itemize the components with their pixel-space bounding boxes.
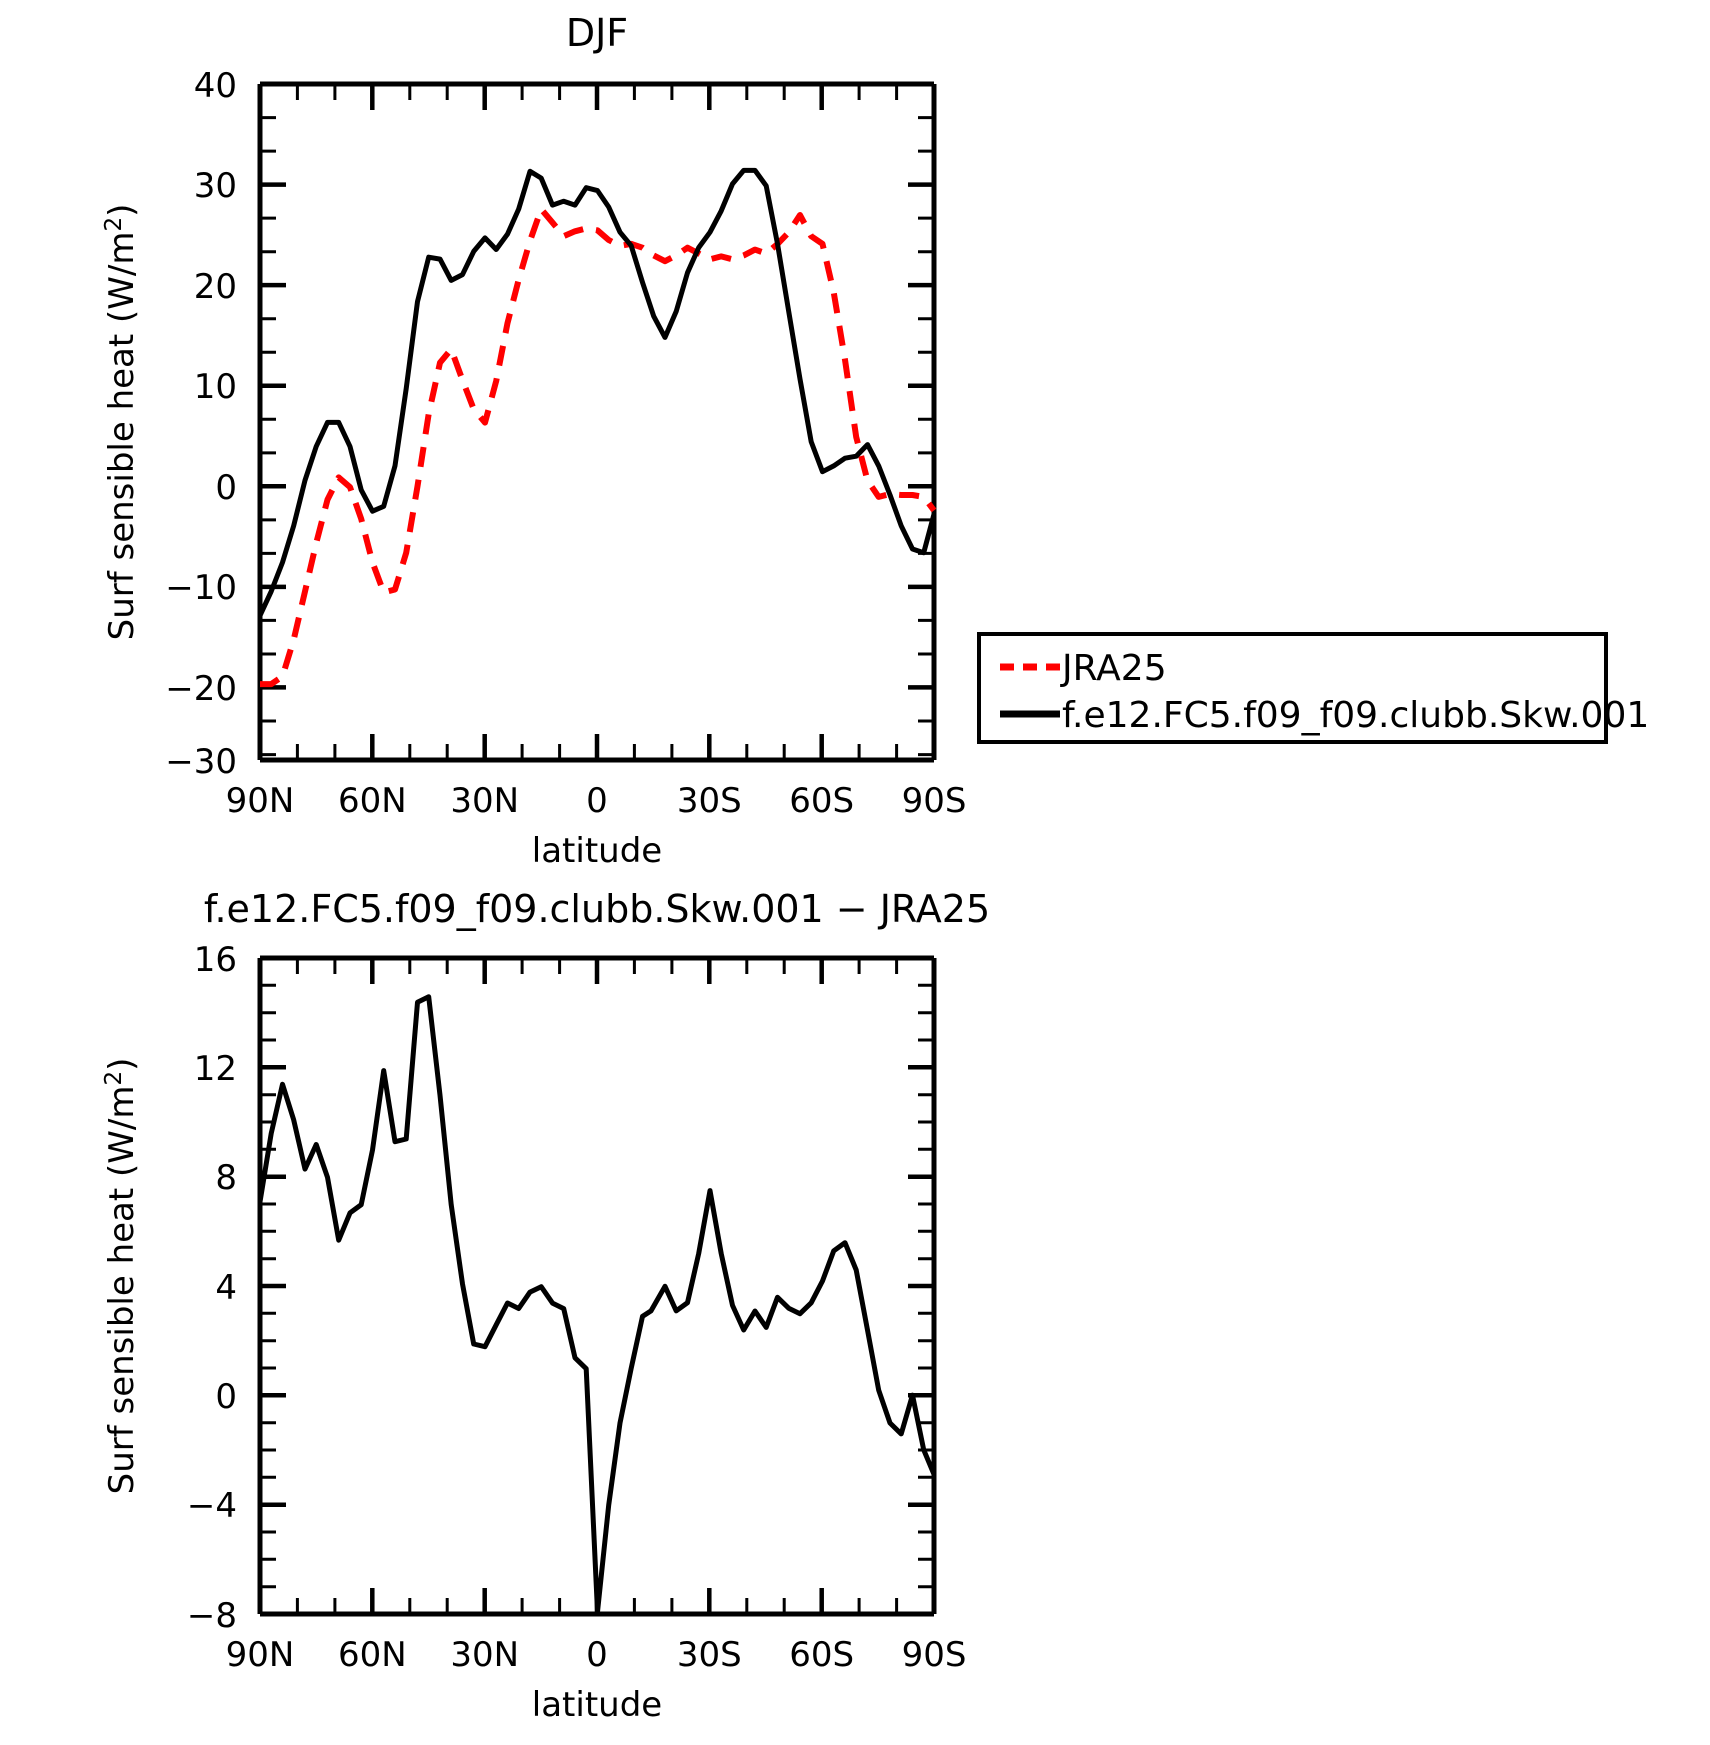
bottom-panel-yticks <box>260 955 934 1617</box>
top-ytick-m10: −10 <box>165 568 237 608</box>
series-difference <box>257 994 937 1615</box>
top-xtick-0: 0 <box>586 781 608 821</box>
bottom-ytick-12: 12 <box>194 1049 237 1089</box>
top-ylabel-sup: 2 <box>101 217 127 232</box>
bottom-panel-xticks <box>257 958 937 1614</box>
top-xtick-90S: 90S <box>902 781 967 821</box>
bottom-xtick-90N: 90N <box>226 1635 295 1675</box>
top-ytick-40: 40 <box>194 66 237 106</box>
legend-label-jra25: JRA25 <box>1060 648 1167 689</box>
bottom-panel-plot-area <box>257 994 937 1615</box>
bottom-xtick-60S: 60S <box>789 1635 854 1675</box>
bottom-panel-xtick-labels: 90N 60N 30N 0 30S 60S 90S <box>226 1635 967 1675</box>
bottom-panel-xlabel: latitude <box>532 1685 662 1725</box>
svg-text:Surf sensible heat (W/m2): Surf sensible heat (W/m2) <box>101 204 142 641</box>
bottom-ytick-m8: −8 <box>187 1596 237 1636</box>
top-panel-xlabel: latitude <box>532 831 662 871</box>
top-xtick-30N: 30N <box>450 781 519 821</box>
top-panel-plot-area <box>257 167 937 688</box>
series-jra25-top <box>260 206 937 688</box>
top-xtick-90N: 90N <box>226 781 295 821</box>
bottom-panel-ytick-labels: 16 12 8 4 0 −4 −8 <box>187 940 237 1636</box>
top-xtick-30S: 30S <box>677 781 742 821</box>
top-ytick-m20: −20 <box>165 669 237 709</box>
legend: JRA25 f.e12.FC5.f09_f09.clubb.Skw.001 <box>977 632 1649 744</box>
top-panel-yticks <box>260 81 934 757</box>
top-ytick-20: 20 <box>194 267 237 307</box>
bottom-panel-frame <box>257 955 937 1617</box>
series-model-top <box>257 167 937 619</box>
bottom-ytick-16: 16 <box>194 940 237 980</box>
bottom-ylabel-prefix: Surf sensible heat (W/m <box>102 1086 142 1495</box>
top-ylabel-suffix: ) <box>102 204 142 217</box>
top-ytick-30: 30 <box>194 166 237 206</box>
svg-text:Surf sensible heat (W/m2): Surf sensible heat (W/m2) <box>101 1058 142 1495</box>
bottom-xtick-30S: 30S <box>677 1635 742 1675</box>
top-panel-ytick-labels: 40 30 20 10 0 −10 −20 −30 <box>165 66 237 782</box>
top-xtick-60S: 60S <box>789 781 854 821</box>
bottom-ytick-0: 0 <box>215 1377 237 1417</box>
top-panel-title: DJF <box>566 11 628 55</box>
top-ytick-0: 0 <box>215 468 237 508</box>
legend-label-model: f.e12.FC5.f09_f09.clubb.Skw.001 <box>1062 695 1649 736</box>
top-panel-xticks <box>257 84 937 760</box>
top-panel-frame <box>257 81 937 763</box>
bottom-ylabel-sup: 2 <box>101 1071 127 1086</box>
bottom-xtick-60N: 60N <box>338 1635 407 1675</box>
bottom-panel-title: f.e12.FC5.f09_f09.clubb.Skw.001 − JRA25 <box>204 887 990 931</box>
top-ylabel-prefix: Surf sensible heat (W/m <box>102 232 142 641</box>
bottom-ytick-m4: −4 <box>187 1486 237 1526</box>
legend-box <box>977 632 1608 744</box>
bottom-xtick-90S: 90S <box>902 1635 967 1675</box>
top-ytick-10: 10 <box>194 367 237 407</box>
top-panel-ylabel: Surf sensible heat (W/m2) <box>101 204 142 641</box>
bottom-ylabel-suffix: ) <box>102 1058 142 1071</box>
bottom-panel: f.e12.FC5.f09_f09.clubb.Skw.001 − JRA25 … <box>101 887 990 1725</box>
bottom-ytick-4: 4 <box>215 1268 237 1308</box>
bottom-xtick-30N: 30N <box>450 1635 519 1675</box>
bottom-ytick-8: 8 <box>215 1158 237 1198</box>
bottom-xtick-0: 0 <box>586 1635 608 1675</box>
top-panel-xtick-labels: 90N 60N 30N 0 30S 60S 90S <box>226 781 967 821</box>
bottom-panel-ylabel: Surf sensible heat (W/m2) <box>101 1058 142 1495</box>
top-panel: DJF Surf sensible heat (W/m2) <box>101 11 966 871</box>
top-ytick-m30: −30 <box>165 742 237 782</box>
top-xtick-60N: 60N <box>338 781 407 821</box>
